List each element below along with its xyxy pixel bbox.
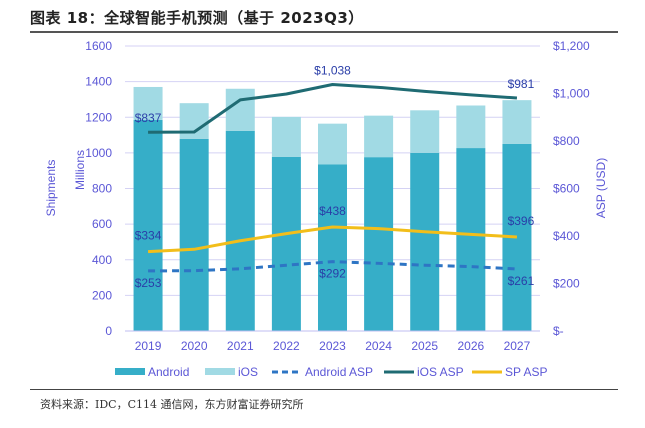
bar-android [179,138,209,331]
left-axis-title-outer: Shipments [44,160,58,217]
x-tick-label: 2025 [411,339,438,353]
legend-label: iOS ASP [417,365,464,379]
right-tick-label: $1,000 [553,87,590,101]
left-tick-label: 800 [92,182,112,196]
right-tick-label: $800 [553,134,580,148]
left-axis-title-inner: Millions [73,150,87,190]
bar-ios [271,116,301,157]
legend-swatch [115,368,145,375]
bar-ios [410,110,440,153]
data-label: $981 [508,77,535,91]
x-tick-label: 2021 [227,339,254,353]
line-ios-asp [148,82,518,134]
left-tick-label: 1000 [85,146,112,160]
x-tick-label: 2020 [181,339,208,353]
right-tick-label: $200 [553,277,580,291]
x-tick-label: 2023 [319,339,346,353]
legend-label: iOS [238,365,258,379]
left-tick-label: 1400 [85,75,112,89]
right-tick-label: $- [553,324,564,338]
x-tick-label: 2019 [135,339,162,353]
legend-item: Android ASP [272,365,373,379]
data-label: $438 [319,204,346,218]
data-label: $261 [508,274,535,288]
title-divider [30,31,618,33]
legend-swatch [205,368,235,375]
right-axis-title: ASP (USD) [594,158,608,218]
bar-ios [502,100,532,144]
bar-ios [364,115,394,158]
line-android-asp [148,260,518,273]
bars [133,86,532,331]
bar-android [318,164,347,331]
legend-label: SP ASP [505,365,547,379]
left-tick-label: 1600 [85,39,112,53]
legend-item: iOS ASP [384,365,464,379]
bar-android [410,152,440,331]
left-tick-label: 0 [105,324,112,338]
right-tick-label: $400 [553,229,580,243]
bar-ios [133,86,163,120]
chart-title: 图表 18：全球智能手机预测（基于 2023Q3） [30,9,364,27]
bar-ios [225,88,255,131]
left-tick-label: 200 [92,288,112,302]
data-label: $837 [135,111,162,125]
data-label: $396 [508,214,535,228]
legend-item: Android [115,365,189,379]
legend-item: SP ASP [472,365,547,379]
left-tick-label: 400 [92,253,112,267]
left-tick-label: 600 [92,217,112,231]
bar-android [456,148,486,331]
lines [147,82,518,273]
data-label: $292 [319,267,346,281]
bar-ios [456,105,486,149]
x-tick-label: 2024 [365,339,392,353]
line-sp-asp [147,225,518,254]
legend: Android iOS Android ASP iOS ASP SP ASP [115,365,547,379]
data-label: $334 [135,229,162,243]
x-tick-label: 2026 [457,339,484,353]
bar-android [364,157,394,331]
data-labels: $837 $1,038 $981 $334 $438 $396 $253 $292 $261 [135,63,535,289]
right-tick-label: $600 [553,182,580,196]
data-label: $253 [135,276,162,290]
legend-item: iOS [205,365,258,379]
right-tick-label: $1,200 [553,39,590,53]
source-note: 资料来源：IDC，C114 通信网，东方财富证券研究所 [40,398,304,411]
bar-ios [318,123,347,165]
x-tick-label: 2022 [273,339,300,353]
bar-android [271,156,301,331]
bar-android [133,119,163,331]
bar-android [225,130,255,331]
axes: 0 200 400 600 800 1000 1200 1400 1600 $- $200 $400 $… [44,39,608,353]
legend-label: Android [148,365,189,379]
left-tick-label: 1200 [85,110,112,124]
data-label: $1,038 [314,63,351,77]
x-tick-label: 2027 [504,339,531,353]
footer-divider [30,389,618,390]
legend-label: Android ASP [305,365,373,379]
